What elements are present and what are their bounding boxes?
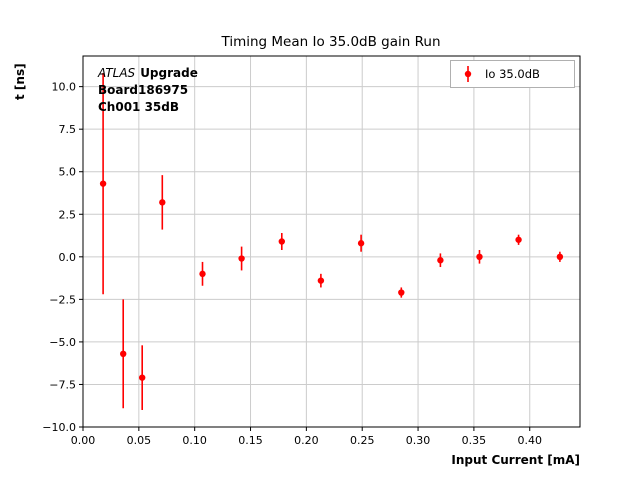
x-tick-label: 0.10 (182, 434, 207, 447)
annotation: ATLAS Upgrade Board186975 Ch001 35dB (97, 66, 198, 114)
data-point (120, 350, 127, 358)
annotation-board: Board186975 (98, 83, 188, 97)
data-point (357, 240, 365, 247)
plot-area (82, 55, 581, 428)
x-tick-label: 0.05 (127, 434, 152, 447)
data-point (437, 257, 444, 264)
data-point (278, 238, 285, 245)
data-point (99, 180, 107, 187)
y-tick-label: 7.5 (59, 123, 77, 136)
annotation-upgrade: Upgrade (140, 66, 198, 80)
y-tick-label: 2.5 (59, 208, 77, 221)
annotation-experiment: ATLAS (97, 66, 136, 80)
y-axis-label: t [ns] (13, 63, 27, 100)
x-tick-label: 0.40 (517, 434, 542, 447)
data-point (317, 277, 325, 284)
data-point (515, 236, 522, 243)
legend-label: Io 35.0dB (485, 67, 540, 81)
legend-marker-icon (464, 70, 472, 78)
y-tick-label: 0.0 (59, 251, 77, 264)
x-axis-label: Input Current [mA] (451, 453, 580, 467)
ticks-layer: 0.00 0.05 0.10 0.15 0.20 0.25 0.30 0.35 0.40 −10.… (42, 81, 542, 447)
data-point (159, 199, 166, 206)
data-point (199, 270, 206, 278)
y-tick-label: −7.5 (49, 378, 76, 391)
x-tick-label: 0.35 (462, 434, 487, 447)
y-tick-label: 10.0 (52, 81, 77, 94)
x-tick-label: 0.20 (294, 434, 319, 447)
data-layer (99, 73, 564, 410)
y-tick-label: −10.0 (42, 421, 76, 434)
data-point (398, 289, 405, 296)
annotation-line1: ATLAS Upgrade (97, 66, 198, 80)
data-point (476, 253, 483, 261)
data-point (238, 255, 245, 262)
annotation-channel: Ch001 35dB (98, 100, 179, 114)
x-tick-label: 0.25 (350, 434, 375, 447)
chart-title: Timing Mean Io 35.0dB gain Run (220, 34, 440, 50)
y-tick-label: 5.0 (59, 166, 77, 179)
y-tick-label: −2.5 (49, 293, 76, 306)
x-tick-label: 0.00 (71, 434, 96, 447)
legend: Io 35.0dB (450, 60, 575, 88)
data-point (556, 253, 564, 261)
x-tick-label: 0.15 (238, 434, 263, 447)
y-tick-label: −5.0 (49, 336, 76, 349)
x-tick-label: 0.30 (406, 434, 431, 447)
data-point (138, 374, 146, 381)
